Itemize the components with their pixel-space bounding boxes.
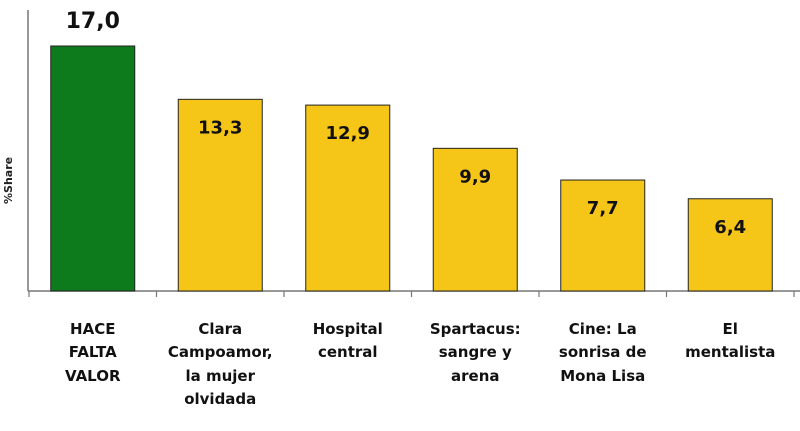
bar-value-label: 6,4 (714, 217, 746, 238)
bar-value-label: 17,0 (66, 9, 120, 34)
bar-3 (432, 147, 518, 292)
bar-value-label: 12,9 (326, 123, 370, 144)
category-label: Clara Campoamor, la mujer olvidada (167, 320, 273, 408)
bar-5 (687, 198, 773, 292)
bar-4 (560, 179, 646, 292)
category-label: Spartacus: sangre y arena (429, 320, 521, 385)
category-label: Hospital central (312, 320, 383, 362)
bar-0 (50, 45, 136, 292)
bar-value-label: 9,9 (459, 166, 491, 187)
bar-value-label: 7,7 (587, 198, 619, 219)
category-label: El mentalista (685, 320, 776, 362)
category-label: Cine: La sonrisa de Mona Lisa (558, 320, 647, 385)
bar-1 (177, 98, 263, 292)
bar-value-label: 13,3 (198, 117, 242, 138)
bar-2 (305, 104, 391, 292)
category-label: HACE FALTA VALOR (64, 320, 121, 385)
